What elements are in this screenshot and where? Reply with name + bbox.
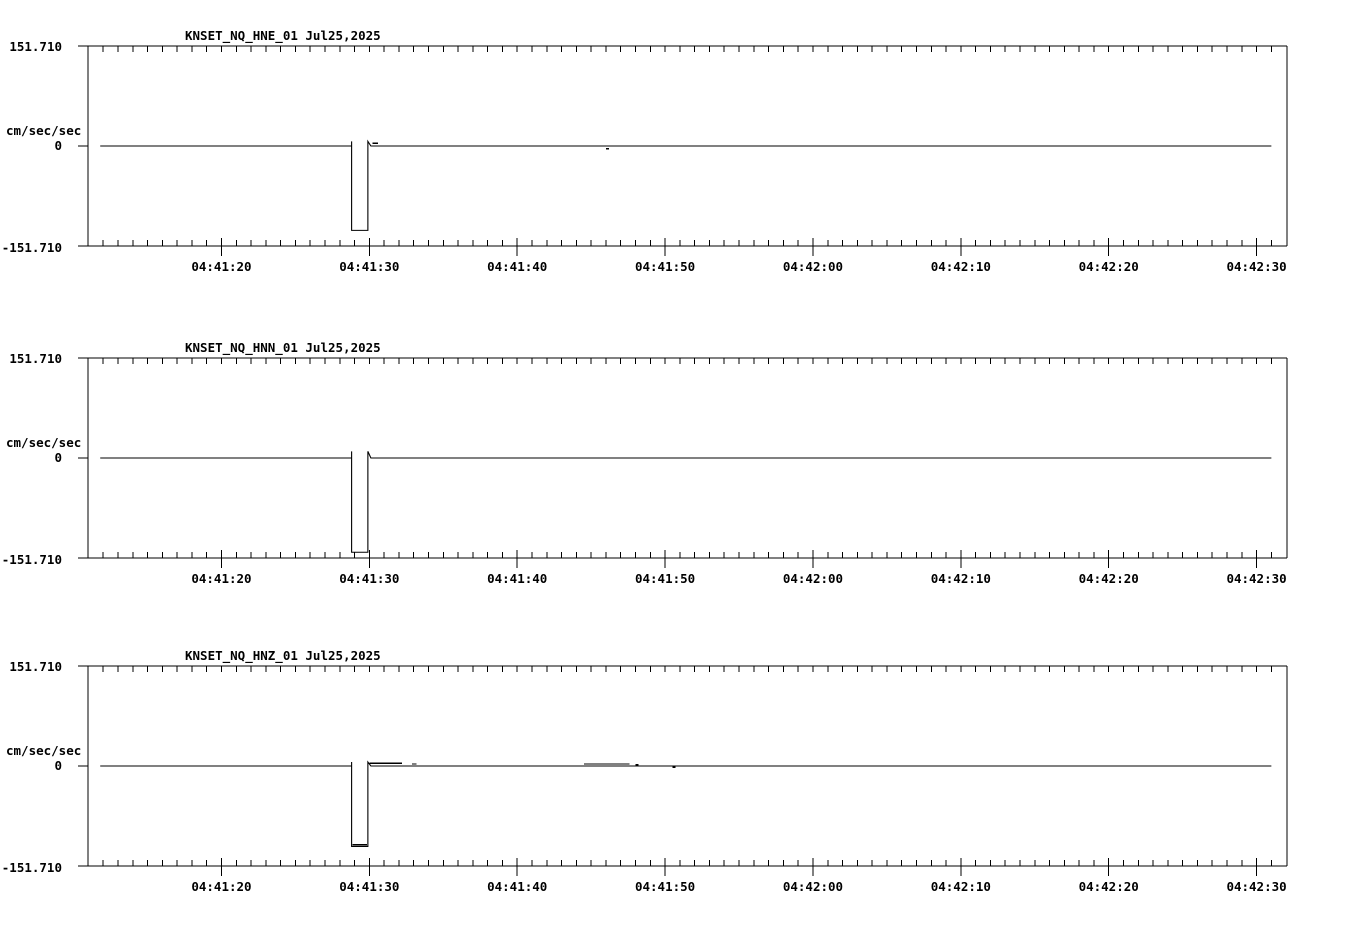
x-tick-label: 04:42:00 — [783, 571, 843, 586]
x-tick-label: 04:42:10 — [931, 259, 991, 274]
y-tick-label: -151.710 — [2, 552, 62, 567]
y-tick-label: 151.710 — [9, 659, 62, 674]
x-tick-label: 04:42:00 — [783, 259, 843, 274]
seismogram-trace-hnz — [100, 760, 1272, 847]
y-axis-unit-label: cm/sec/sec — [6, 743, 81, 758]
x-tick-label: 04:42:20 — [1079, 259, 1139, 274]
panel-title: KNSET_NQ_HNE_01 Jul25,2025 — [185, 28, 381, 44]
x-tick-label: 04:41:30 — [339, 879, 399, 894]
x-tick-label: 04:42:10 — [931, 879, 991, 894]
x-tick-label: 04:41:20 — [191, 879, 251, 894]
y-axis-unit-label: cm/sec/sec — [6, 123, 81, 138]
x-tick-label: 04:42:30 — [1226, 259, 1286, 274]
panel-title: KNSET_NQ_HNN_01 Jul25,2025 — [185, 340, 381, 356]
y-tick-label: 0 — [54, 138, 62, 153]
x-tick-label: 04:42:20 — [1079, 879, 1139, 894]
y-tick-label: -151.710 — [2, 240, 62, 255]
y-tick-label: 151.710 — [9, 39, 62, 54]
x-tick-label: 04:42:30 — [1226, 879, 1286, 894]
x-tick-label: 04:41:30 — [339, 259, 399, 274]
x-tick-label: 04:41:40 — [487, 879, 547, 894]
seismogram-trace-hnn — [100, 451, 1272, 553]
x-tick-label: 04:42:30 — [1226, 571, 1286, 586]
y-tick-label: -151.710 — [2, 860, 62, 875]
x-tick-label: 04:41:40 — [487, 571, 547, 586]
trace-panel-hnn: 04:41:20 04:41:30 04:41:40 04:41:50 04:42:00… — [2, 340, 1288, 586]
x-tick-label: 04:41:50 — [635, 259, 695, 274]
x-tick-label: 04:41:20 — [191, 259, 251, 274]
x-tick-label: 04:42:00 — [783, 879, 843, 894]
panel-title: KNSET_NQ_HNZ_01 Jul25,2025 — [185, 648, 381, 664]
x-tick-label: 04:41:20 — [191, 571, 251, 586]
trace-panel-hnz: 04:41:20 04:41:30 04:41:40 04:41:50 04:42:00… — [2, 648, 1288, 894]
x-tick-label: 04:41:50 — [635, 879, 695, 894]
x-tick-label: 04:41:50 — [635, 571, 695, 586]
x-tick-label: 04:41:40 — [487, 259, 547, 274]
y-tick-label: 0 — [54, 450, 62, 465]
trace-panel-hne: 04:41:20 04:41:30 04:41:40 04:41:50 04:42:00… — [2, 28, 1288, 274]
x-tick-label: 04:42:20 — [1079, 571, 1139, 586]
y-tick-label: 0 — [54, 758, 62, 773]
y-axis-unit-label: cm/sec/sec — [6, 435, 81, 450]
x-tick-label: 04:42:10 — [931, 571, 991, 586]
seismogram-trace-hne — [100, 139, 1272, 231]
x-tick-label: 04:41:30 — [339, 571, 399, 586]
y-tick-label: 151.710 — [9, 351, 62, 366]
